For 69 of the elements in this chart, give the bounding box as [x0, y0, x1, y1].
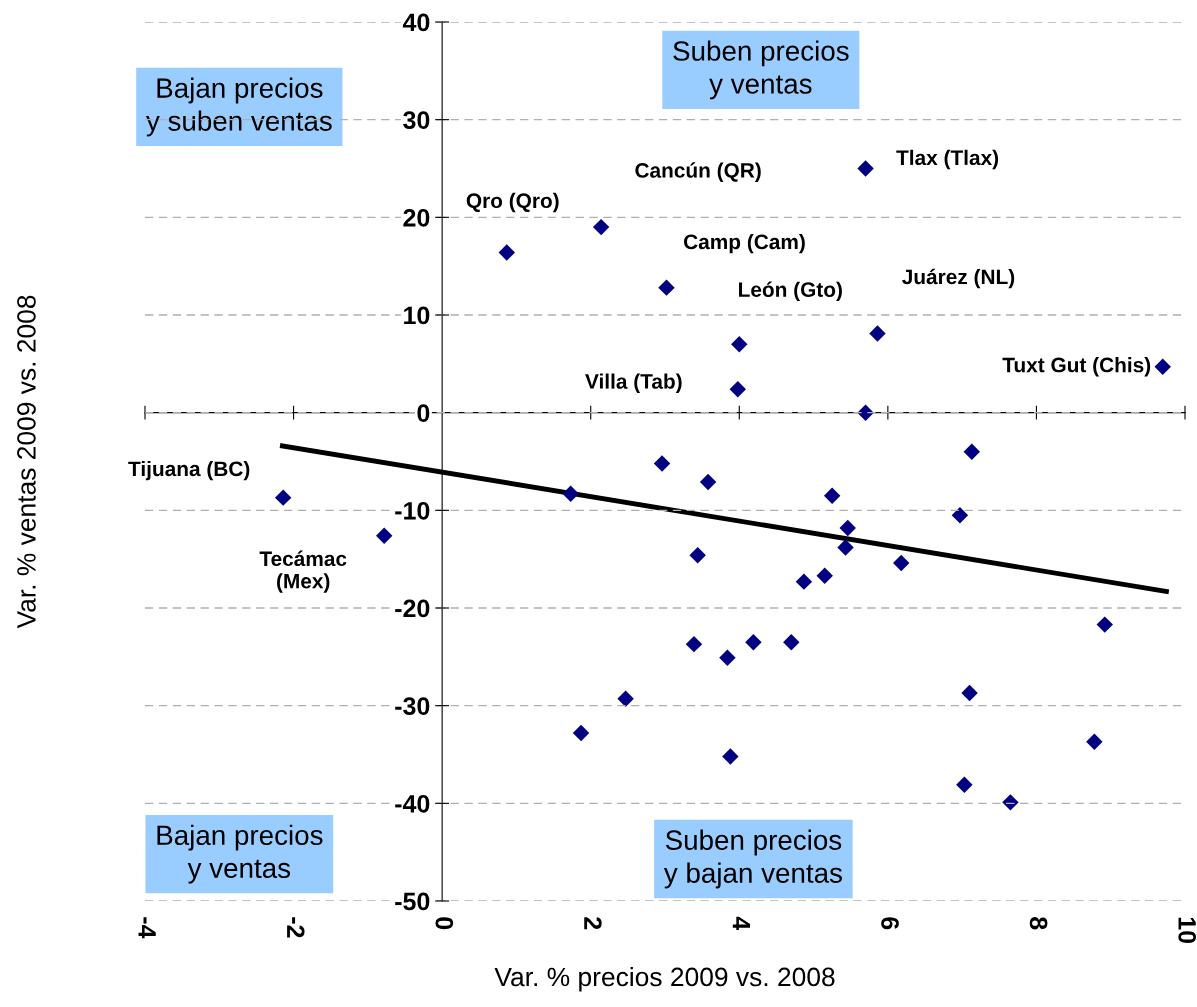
point [783, 633, 800, 651]
y-tick-label: 0 [417, 404, 430, 422]
point [719, 649, 736, 667]
x-axis-title: Var. % precios 2009 vs. 2008 [494, 966, 835, 992]
point [658, 279, 675, 296]
point [699, 473, 717, 491]
x-tick-label: 8 [1029, 917, 1048, 930]
point [689, 547, 706, 564]
point [893, 554, 910, 572]
annotation: Camp (Cam) [683, 233, 805, 254]
point [498, 244, 515, 261]
point [961, 684, 978, 702]
point [795, 573, 813, 590]
point [837, 539, 854, 556]
point [951, 507, 969, 524]
point [823, 487, 841, 504]
point [572, 724, 590, 742]
y-tick-label: -50 [395, 892, 430, 911]
y-tick-label: 30 [403, 111, 430, 130]
annotation: Juárez (NL) [902, 268, 1015, 289]
x-tick-label: -4 [138, 917, 156, 939]
point [745, 633, 762, 651]
annotation: Villa (Tab) [585, 373, 682, 393]
point [956, 776, 973, 793]
point [1154, 358, 1171, 375]
point [869, 325, 886, 342]
annotation: Tuxt Gut (Chis) [1002, 357, 1151, 377]
annotation: Suben precios y bajan ventas [663, 829, 842, 889]
x-tick-label: 2 [584, 917, 602, 930]
y-tick-label: -20 [395, 599, 430, 618]
point [562, 485, 579, 502]
point [722, 748, 739, 765]
point [729, 381, 747, 398]
point [1002, 794, 1019, 811]
annotation: Tijuana (BC) [128, 460, 250, 481]
annotation: Cancún (QR) [635, 162, 761, 182]
x-tick-label: 6 [881, 917, 899, 930]
y-tick-label: -10 [395, 501, 430, 520]
annotation: Qro (Qro) [466, 192, 559, 213]
annotation: Suben precios y ventas [673, 40, 849, 100]
y-tick-label: 20 [403, 208, 430, 227]
point [592, 218, 610, 236]
point [857, 404, 874, 421]
x-tick-label: 0 [435, 917, 454, 930]
y-axis-title: Var. % ventas 2009 vs. 2008 [17, 295, 36, 629]
point [617, 690, 634, 708]
x-tick-label: 4 [732, 916, 751, 931]
point [653, 455, 671, 472]
annotation: Tecámac (Mex) [259, 550, 347, 593]
point [731, 336, 748, 353]
annotation: Bajan precios y suben ventas [145, 77, 332, 137]
y-tick-label: 40 [402, 13, 430, 32]
point [816, 567, 833, 584]
annotation: Tlax (Tlax) [896, 149, 999, 170]
x-tick-label: -2 [287, 917, 305, 938]
y-tick-label: 10 [404, 306, 430, 325]
point [839, 519, 856, 537]
point [274, 489, 292, 506]
y-tick-label: -40 [395, 794, 430, 813]
y-tick-label: -30 [395, 697, 430, 716]
annotation: Bajan precios y ventas [157, 824, 323, 884]
point [375, 527, 393, 544]
point [1096, 616, 1113, 633]
x-tick-label: 10 [1178, 917, 1196, 944]
annotation: León (Gto) [739, 281, 842, 302]
point [1086, 733, 1103, 751]
point [857, 160, 874, 177]
point [963, 443, 981, 460]
point [685, 635, 703, 653]
